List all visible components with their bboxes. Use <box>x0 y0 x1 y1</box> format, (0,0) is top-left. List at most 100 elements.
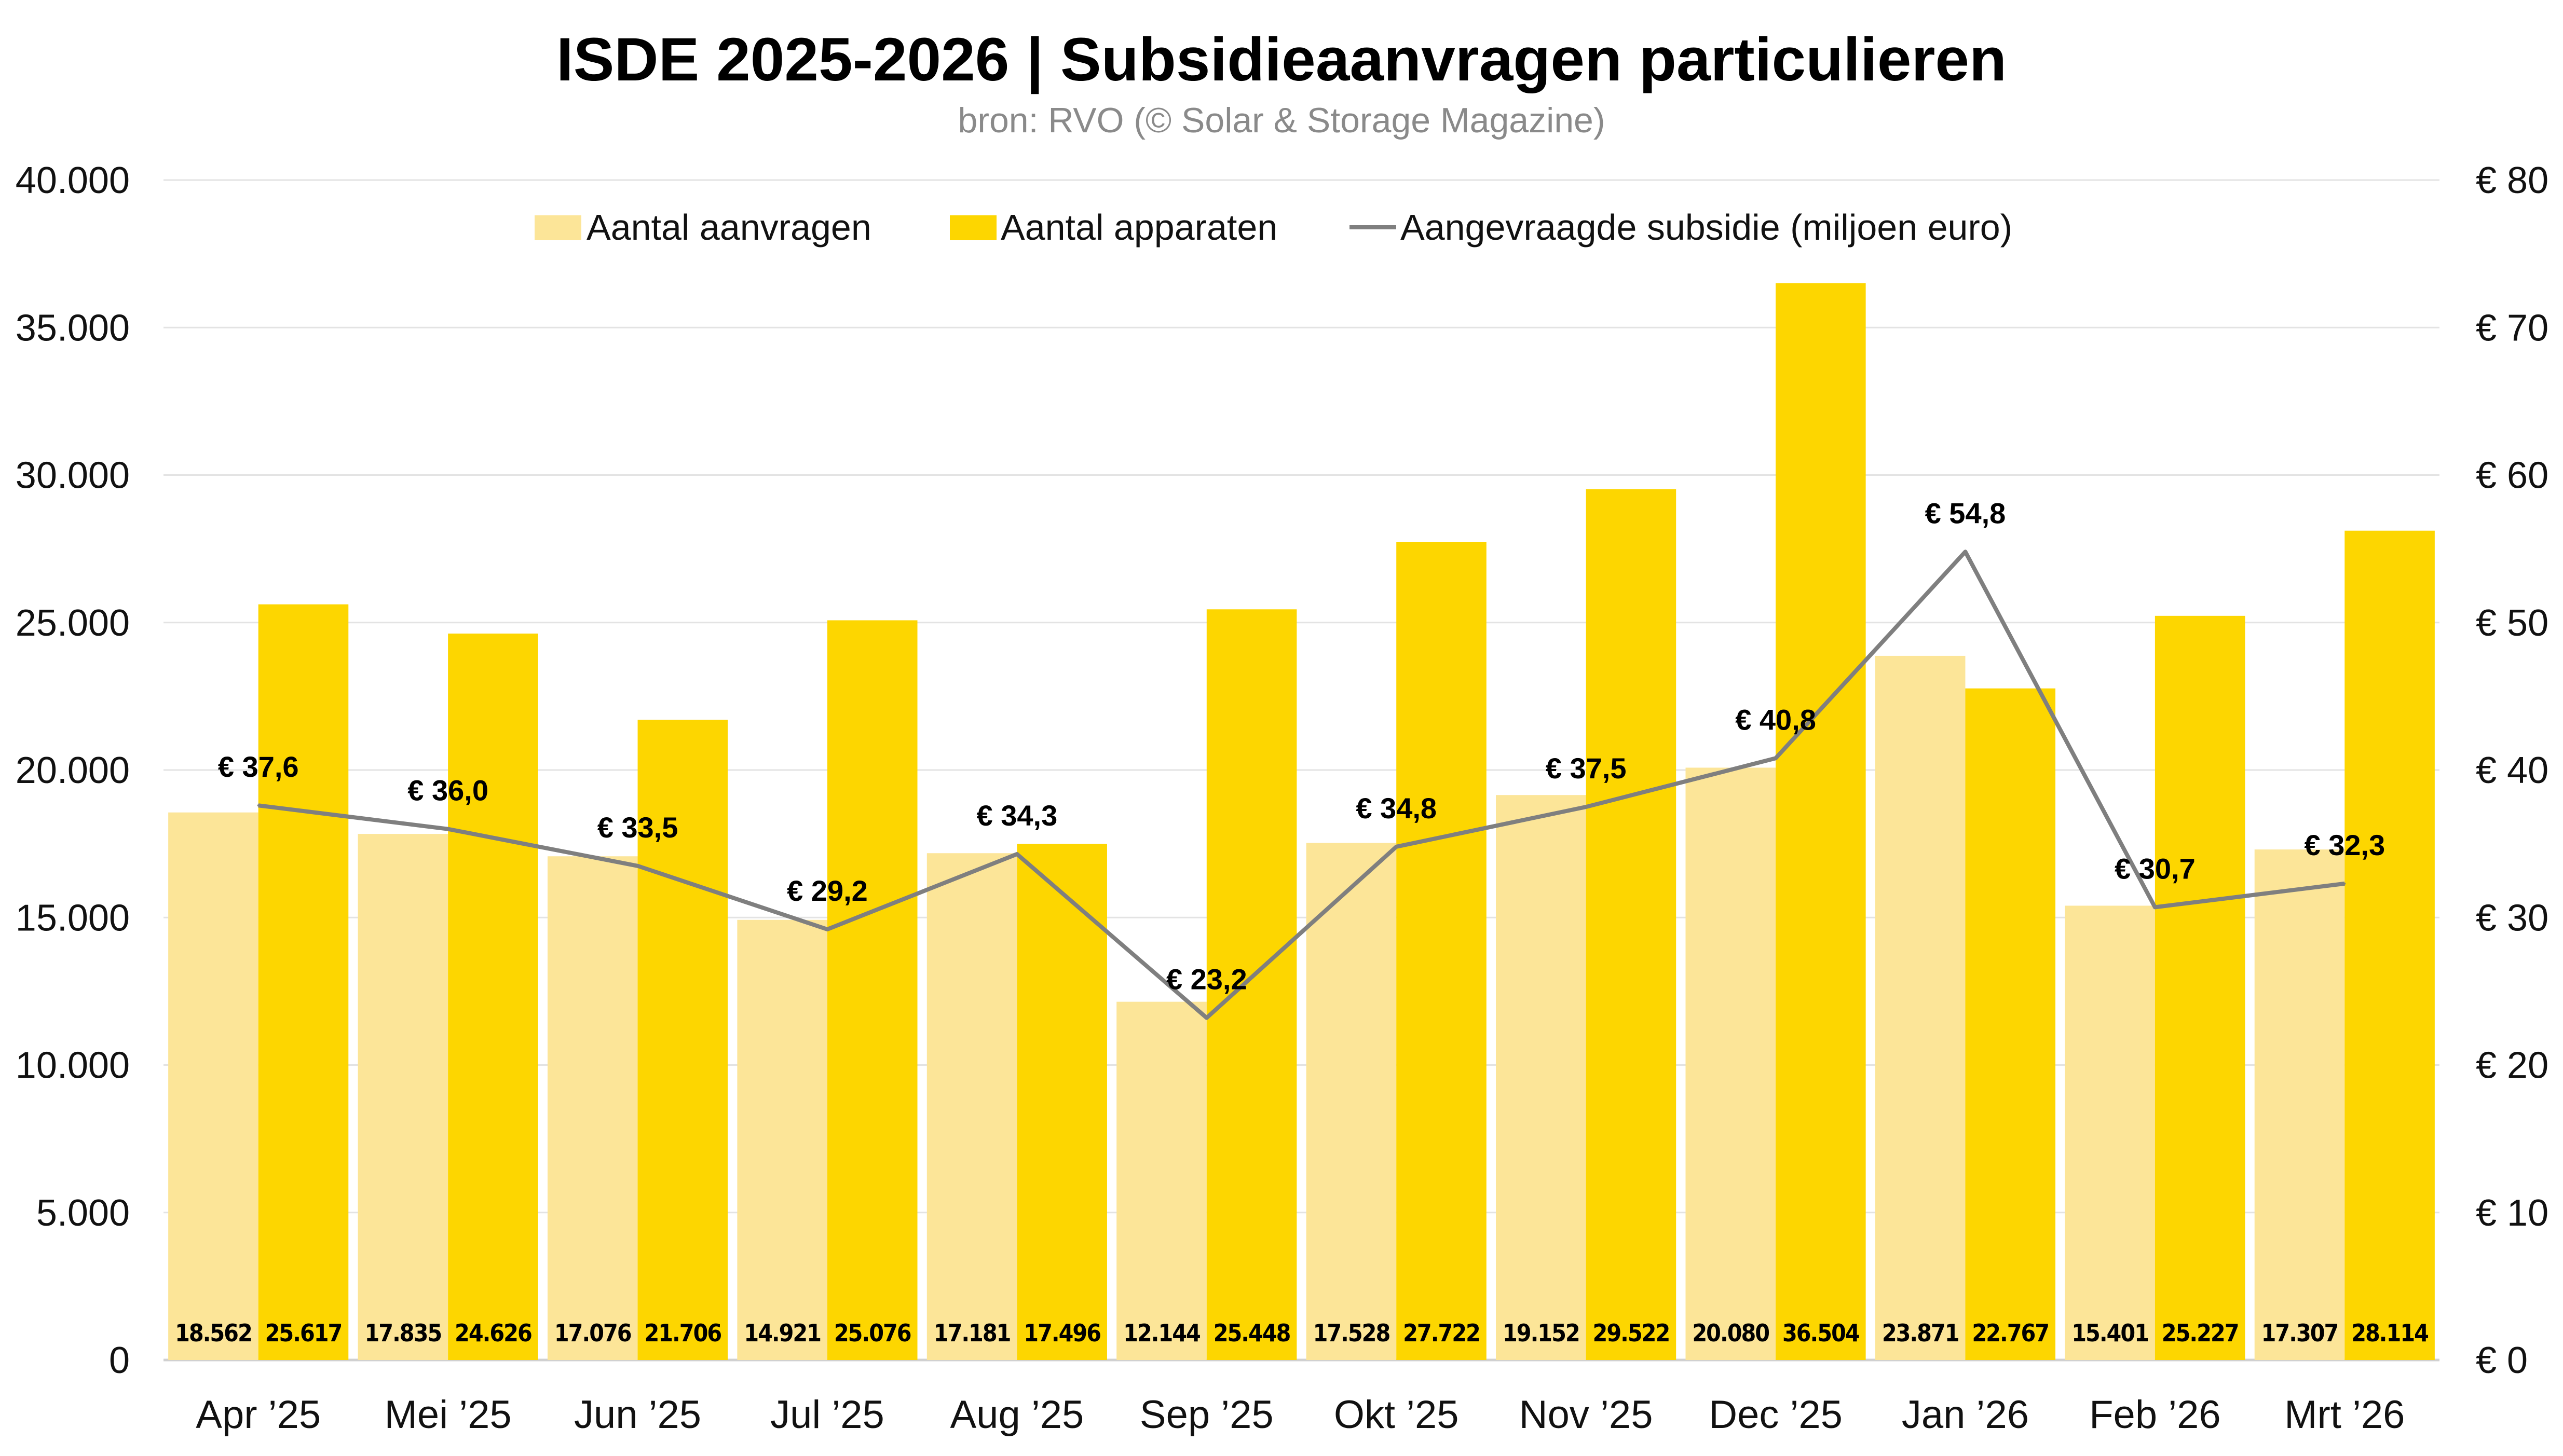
x-tick-label: Jul ’25 <box>770 1393 884 1437</box>
line-data-label: € 23,2 <box>1166 963 1247 996</box>
bar-apparaten <box>1206 609 1297 1360</box>
bar-data-label: 25.076 <box>834 1319 911 1347</box>
gridlines <box>163 179 2439 1362</box>
bar-aanvragen <box>1496 795 1586 1360</box>
line-data-label: € 30,7 <box>2115 852 2196 885</box>
line-data-label: € 40,8 <box>1735 703 1816 736</box>
y-right-tick-label: € 50 <box>2476 602 2548 644</box>
y-left-tick-label: 20.000 <box>16 750 130 791</box>
y-left-tick-label: 0 <box>109 1340 130 1381</box>
y-right-tick-label: € 30 <box>2476 897 2548 939</box>
bar-aanvragen <box>168 812 258 1360</box>
x-tick-label: Aug ’25 <box>950 1393 1084 1437</box>
x-tick-label: Mei ’25 <box>385 1393 512 1437</box>
legend-label-aanvragen: Aantal aanvragen <box>587 207 871 248</box>
y-left-tick-label: 30.000 <box>16 455 130 497</box>
legend-swatch-apparaten <box>950 215 997 240</box>
bar-data-label: 17.181 <box>934 1319 1011 1347</box>
bar-data-label: 27.722 <box>1403 1319 1480 1347</box>
bars: 18.562 25.617 17.835 24.626 17.076 21.706 14.9… <box>168 283 2435 1361</box>
bar-apparaten <box>1017 844 1107 1360</box>
bar-data-label: 28.114 <box>2351 1319 2428 1347</box>
bar-data-label: 15.401 <box>2071 1319 2148 1347</box>
x-tick-label: Mrt ’26 <box>2284 1393 2405 1437</box>
bar-apparaten <box>448 634 538 1360</box>
line-point <box>1395 845 1398 848</box>
bar-data-label: 17.076 <box>554 1319 631 1347</box>
bar-aanvragen <box>1116 1001 1207 1360</box>
bar-apparaten <box>637 720 728 1360</box>
bar-data-label: 21.706 <box>644 1319 721 1347</box>
line-data-label: € 54,8 <box>1925 497 2006 529</box>
legend-label-subsidie: Aangevraagde subsidie (miljoen euro) <box>1400 207 2012 248</box>
line-point <box>257 804 260 807</box>
bar-aanvragen <box>547 856 638 1360</box>
bar-apparaten <box>1396 542 1487 1360</box>
bar-data-label: 23.871 <box>1882 1319 1959 1347</box>
bar-data-label: 17.496 <box>1024 1319 1100 1347</box>
line-point <box>1775 757 1777 760</box>
y-left-tick-label: 10.000 <box>16 1045 130 1087</box>
x-tick-label: Jun ’25 <box>574 1393 701 1437</box>
bar-data-label: 25.227 <box>2162 1319 2239 1347</box>
bar-data-label: 24.626 <box>455 1319 531 1347</box>
bar-apparaten <box>2344 530 2435 1360</box>
bar-data-label: 12.144 <box>1123 1319 1200 1347</box>
bar-data-label: 22.767 <box>1972 1319 2049 1347</box>
y-right-tick-label: € 80 <box>2476 160 2548 201</box>
bar-data-label: 36.504 <box>1782 1319 1859 1347</box>
line-point <box>1205 1017 1208 1019</box>
y-left-tick-label: 15.000 <box>16 897 130 939</box>
x-tick-label: Dec ’25 <box>1709 1393 1843 1437</box>
line-point <box>1016 853 1018 856</box>
x-tick-label: Okt ’25 <box>1334 1393 1459 1437</box>
line-point <box>826 928 828 930</box>
bar-data-label: 20.080 <box>1692 1319 1769 1347</box>
bar-apparaten <box>1586 489 1676 1360</box>
line-point <box>2153 906 2156 909</box>
line-point <box>636 864 639 867</box>
subsidy-line: € 37,6 € 36,0 € 33,5 € 29,2 € 34,3 € 23,2 € 34… <box>218 497 2385 1020</box>
y-left-tick-label: 35.000 <box>16 307 130 349</box>
y-right-tick-label: € 70 <box>2476 307 2548 349</box>
bar-data-label: 18.562 <box>175 1319 252 1347</box>
bar-data-label: 14.921 <box>744 1319 821 1347</box>
x-tick-label: Nov ’25 <box>1519 1393 1653 1437</box>
bar-apparaten <box>827 620 918 1360</box>
bar-apparaten <box>2155 615 2245 1360</box>
y-right-tick-label: € 0 <box>2476 1340 2528 1381</box>
bar-aanvragen <box>737 919 827 1360</box>
chart-subtitle: bron: RVO (© Solar & Storage Magazine) <box>958 101 1605 140</box>
bar-aanvragen <box>1875 655 1966 1360</box>
y-right-tick-label: € 20 <box>2476 1045 2548 1087</box>
line-data-label: € 33,5 <box>597 811 678 844</box>
line-data-label: € 29,2 <box>787 874 868 907</box>
x-tick-label: Jan ’26 <box>1902 1393 2029 1437</box>
chart-title: ISDE 2025-2026 | Subsidieaanvragen parti… <box>556 25 2007 94</box>
bar-apparaten <box>258 604 349 1360</box>
line-data-label: € 34,8 <box>1356 792 1437 825</box>
bar-data-label: 29.522 <box>1593 1319 1670 1347</box>
line-data-label: € 36,0 <box>407 774 488 807</box>
subsidy-line-path <box>258 550 2345 1020</box>
legend: Aantal aanvragen Aantal apparaten Aangev… <box>535 207 2012 248</box>
line-point <box>1964 551 1967 553</box>
bar-data-label: 19.152 <box>1503 1319 1579 1347</box>
y-right-tick-label: € 40 <box>2476 750 2548 791</box>
line-data-label: € 34,3 <box>977 799 1058 832</box>
x-tick-label: Apr ’25 <box>196 1393 321 1437</box>
bar-data-label: 25.448 <box>1214 1319 1290 1347</box>
line-point <box>447 828 449 830</box>
bar-aanvragen <box>2065 905 2155 1360</box>
line-point <box>2343 882 2346 885</box>
axes: 0 5.000 10.000 15.000 20.000 25.000 30.000 35.0… <box>16 160 2548 1437</box>
y-right-tick-label: € 60 <box>2476 455 2548 497</box>
bar-aanvragen <box>926 853 1017 1360</box>
x-tick-label: Feb ’26 <box>2089 1393 2221 1437</box>
y-left-tick-label: 25.000 <box>16 602 130 644</box>
line-data-label: € 37,6 <box>218 750 299 783</box>
y-right-tick-label: € 10 <box>2476 1192 2548 1234</box>
line-point <box>1585 806 1587 808</box>
bar-data-label: 17.835 <box>364 1319 441 1347</box>
